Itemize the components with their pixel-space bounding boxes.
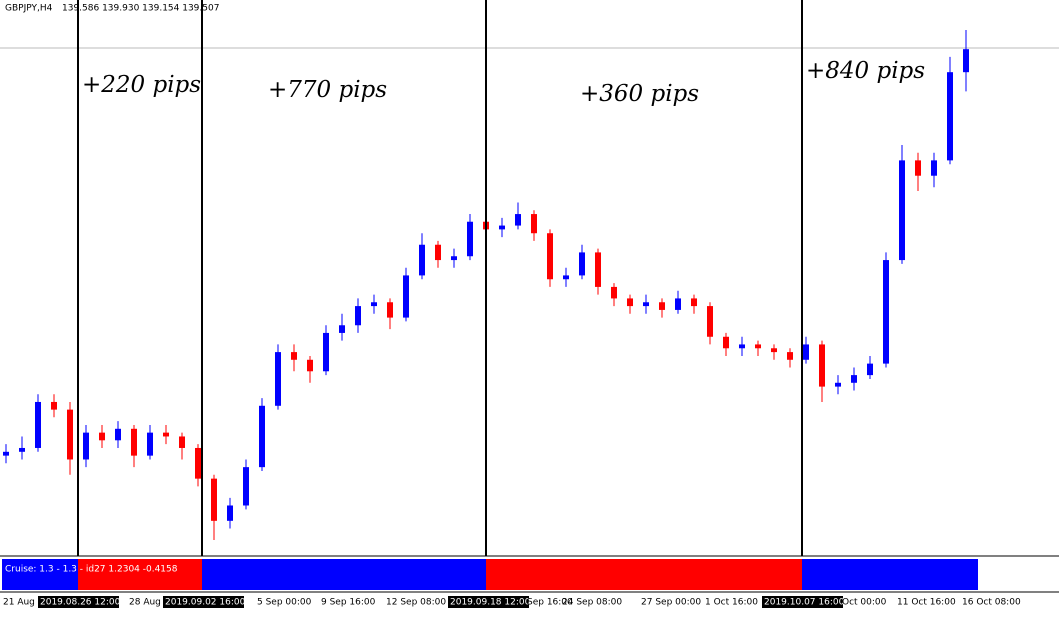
candle-body <box>851 375 857 383</box>
indicator-segment <box>486 559 802 590</box>
time-highlight <box>163 596 244 608</box>
time-label: 9 Sep 16:00 <box>321 598 376 608</box>
candle-body <box>643 302 649 307</box>
candle-body <box>259 405 265 468</box>
time-highlight <box>38 596 119 608</box>
candle-body <box>307 359 313 372</box>
indicator-segment <box>2 559 78 590</box>
time-highlight <box>762 596 843 608</box>
candle-body <box>547 233 553 280</box>
candle-body <box>323 332 329 372</box>
candle-body <box>243 467 249 506</box>
time-label: 2019.08.26 12:00 <box>40 598 121 608</box>
time-label: 2019.10.07 16:00 <box>764 598 845 608</box>
pips-annotation: +360 pips <box>580 81 699 107</box>
time-label: 2019.09.02 16:00 <box>165 598 246 608</box>
time-highlight <box>448 596 529 608</box>
time-label: 16 Oct 08:00 <box>962 598 1021 608</box>
candle-body <box>915 160 921 176</box>
time-label: Sep 16:00 <box>527 598 573 608</box>
candle-body <box>355 306 361 326</box>
candle-body <box>451 256 457 261</box>
candle-body <box>83 432 89 460</box>
candle-body <box>339 325 345 333</box>
candle-body <box>787 352 793 360</box>
candle-body <box>467 221 473 257</box>
candle-body <box>531 214 537 234</box>
candle-body <box>755 344 761 349</box>
time-label: 24 Sep 08:00 <box>562 598 622 608</box>
candle-body <box>163 432 169 437</box>
candle-body <box>659 302 665 310</box>
time-label: 12 Sep 08:00 <box>386 598 446 608</box>
candle-body <box>867 363 873 376</box>
candle-body <box>739 344 745 349</box>
candle-body <box>291 352 297 360</box>
pips-annotation: +770 pips <box>268 77 387 103</box>
candle-body <box>627 298 633 307</box>
candle-body <box>275 352 281 406</box>
candle-body <box>371 302 377 307</box>
ohlc-label: 139.586 139.930 139.154 139.507 <box>62 4 219 14</box>
candle-body <box>403 275 409 318</box>
indicator-label: Cruise: 1.3 - 1.3 - id27 1.2304 -0.4158 <box>5 565 178 575</box>
time-label: 1 Oct 16:00 <box>705 598 758 608</box>
candle-body <box>179 436 185 448</box>
time-label: 11 Oct 16:00 <box>897 598 956 608</box>
candle-body <box>227 505 233 521</box>
pips-annotation: +220 pips <box>82 72 201 98</box>
candle-body <box>35 401 41 448</box>
indicator-segment <box>202 559 486 590</box>
pips-annotation: +840 pips <box>806 58 925 84</box>
indicator-segment <box>78 559 202 590</box>
candle-body <box>195 447 201 479</box>
candle-body <box>947 72 953 161</box>
candle-body <box>435 244 441 261</box>
candle-body <box>595 252 601 287</box>
candle-body <box>515 214 521 226</box>
candle-body <box>819 344 825 387</box>
time-label: 2019.09.18 12:00 <box>450 598 531 608</box>
candle-body <box>147 432 153 456</box>
symbol-title: GBPJPY,H4 <box>5 4 53 14</box>
candle-body <box>835 382 841 387</box>
candle-body <box>563 275 569 280</box>
candle-body <box>707 306 713 337</box>
time-label: 21 Aug 2 <box>3 598 43 608</box>
candle-body <box>723 336 729 349</box>
indicator-segment <box>802 559 978 590</box>
candle-body <box>899 160 905 261</box>
time-label: 5 Sep 00:00 <box>257 598 312 608</box>
candle-body <box>499 225 505 230</box>
candle-body <box>803 344 809 360</box>
candle-body <box>19 447 25 452</box>
candle-body <box>51 401 57 410</box>
candle-body <box>131 428 137 456</box>
candle-body <box>931 160 937 176</box>
time-label: Oct 00:00 <box>842 598 887 608</box>
time-label: 28 Aug <box>129 598 161 608</box>
time-label: 27 Sep 00:00 <box>641 598 701 608</box>
candle-body <box>691 298 697 307</box>
candle-body <box>883 260 889 364</box>
candle-body <box>771 348 777 353</box>
candle-body <box>579 252 585 276</box>
candle-body <box>67 409 73 460</box>
candle-body <box>387 302 393 318</box>
candle-body <box>115 428 121 441</box>
candle-body <box>963 49 969 73</box>
candle-body <box>611 286 617 299</box>
candle-body <box>3 451 9 456</box>
candle-body <box>419 244 425 276</box>
candle-body <box>211 478 217 521</box>
candle-body <box>675 298 681 310</box>
candle-body <box>99 432 105 441</box>
